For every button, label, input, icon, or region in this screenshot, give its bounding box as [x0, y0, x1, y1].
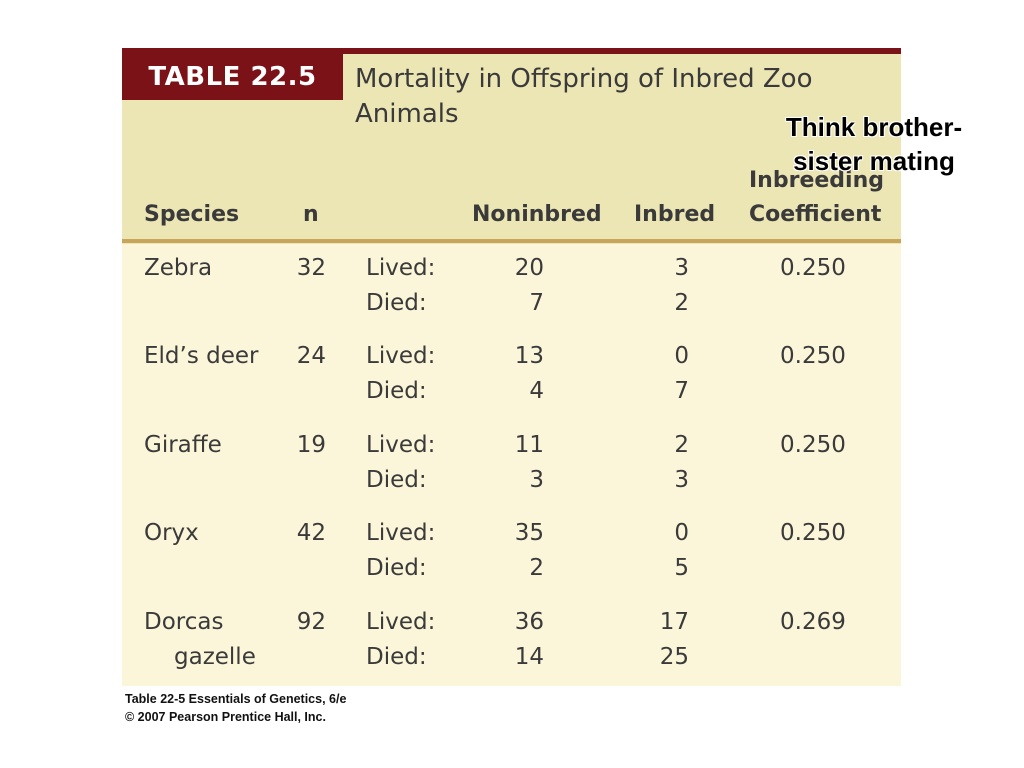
noninbred-lived-cell: 35	[514, 520, 544, 546]
species-cell: Giraffe	[144, 432, 222, 458]
noninbred-lived-cell: 11	[514, 432, 544, 458]
n-cell: 92	[296, 609, 326, 635]
noninbred-died-cell: 14	[514, 644, 544, 670]
header-coefficient-line2: Coefficient	[749, 202, 882, 227]
lived-label: Lived:	[366, 520, 436, 546]
credit-line2: © 2007 Pearson Prentice Hall, Inc.	[125, 710, 326, 724]
coefficient-cell: 0.250	[780, 343, 846, 369]
species-cell-line2: gazelle	[174, 644, 256, 670]
coefficient-cell: 0.250	[780, 255, 846, 281]
inbred-died-cell: 2	[674, 290, 689, 316]
n-cell: 42	[296, 520, 326, 546]
inbred-lived-cell: 0	[674, 520, 689, 546]
lived-label: Lived:	[366, 255, 436, 281]
header-inbred: Inbred	[634, 202, 716, 227]
n-cell: 24	[296, 343, 326, 369]
noninbred-lived-cell: 20	[514, 255, 544, 281]
noninbred-died-cell: 3	[529, 467, 544, 493]
died-label: Died:	[366, 290, 427, 316]
n-cell: 32	[296, 255, 326, 281]
noninbred-lived-cell: 36	[514, 609, 544, 635]
died-label: Died:	[366, 378, 427, 404]
inbred-lived-cell: 2	[674, 432, 689, 458]
coefficient-cell: 0.250	[780, 520, 846, 546]
inbred-died-cell: 5	[674, 555, 689, 581]
lived-label: Lived:	[366, 343, 436, 369]
credit-line1: Table 22-5 Essentials of Genetics, 6/e	[125, 692, 347, 706]
header-rule	[122, 239, 901, 243]
source-credit: Table 22-5 Essentials of Genetics, 6/e ©…	[125, 690, 346, 726]
species-cell: Dorcas	[144, 609, 224, 635]
table-label: TABLE 22.5	[122, 54, 343, 100]
inbred-lived-cell: 17	[659, 609, 689, 635]
header-species: Species	[144, 202, 240, 227]
annotation-line1: Think brother-	[785, 112, 963, 142]
annotation-line2: sister mating	[793, 146, 955, 176]
table-title: Mortality in Offspring of Inbred Zoo Ani…	[355, 64, 813, 129]
annotation-note: Think brother- sister mating	[748, 110, 1000, 178]
header-noninbred: Noninbred	[472, 202, 602, 227]
lived-label: Lived:	[366, 609, 436, 635]
top-rule	[122, 48, 901, 54]
inbred-lived-cell: 3	[674, 255, 689, 281]
died-label: Died:	[366, 644, 427, 670]
noninbred-lived-cell: 13	[514, 343, 544, 369]
coefficient-cell: 0.250	[780, 432, 846, 458]
inbred-died-cell: 25	[659, 644, 689, 670]
species-cell: Oryx	[144, 520, 199, 546]
lived-label: Lived:	[366, 432, 436, 458]
inbred-died-cell: 3	[674, 467, 689, 493]
n-cell: 19	[296, 432, 326, 458]
species-cell: Eld’s deer	[144, 343, 259, 369]
header-coefficient-line1: Inbreeding	[749, 168, 884, 193]
species-cell: Zebra	[144, 255, 213, 281]
inbred-died-cell: 7	[674, 378, 689, 404]
table-panel: TABLE 22.5 Mortality in Offspring of Inb…	[122, 48, 901, 686]
noninbred-died-cell: 2	[529, 555, 544, 581]
died-label: Died:	[366, 467, 427, 493]
coefficient-cell: 0.269	[780, 609, 846, 635]
noninbred-died-cell: 4	[529, 378, 544, 404]
inbred-lived-cell: 0	[674, 343, 689, 369]
noninbred-died-cell: 7	[529, 290, 544, 316]
header-n: n	[303, 202, 319, 227]
died-label: Died:	[366, 555, 427, 581]
